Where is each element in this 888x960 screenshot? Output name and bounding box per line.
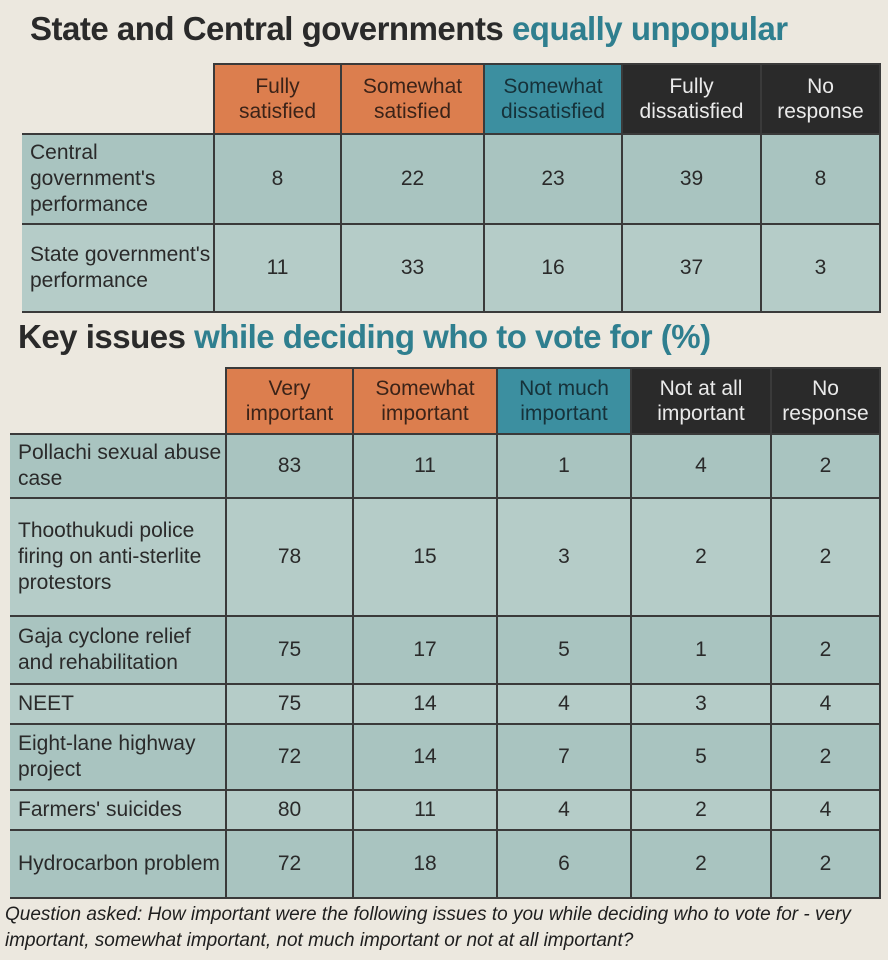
column-header-somewhat-important: Somewhat important [352, 367, 498, 435]
row-label: Eight-lane highway project [10, 723, 227, 791]
section2-title-main: Key issues [18, 318, 186, 355]
satisfaction-table: Fully satisfied Somewhat satisfied Somew… [22, 63, 881, 313]
table-row: Thoothukudi police firing on anti-sterli… [10, 497, 881, 617]
column-header-fully-satisfied: Fully satisfied [213, 63, 342, 135]
table-cell: 8 [213, 133, 342, 225]
column-header-fully-dissatisfied: Fully dissatisfied [621, 63, 762, 135]
table-cell: 80 [225, 789, 354, 831]
table-cell: 4 [770, 683, 881, 725]
row-label: Hydrocarbon problem [10, 829, 227, 899]
table-cell: 75 [225, 683, 354, 725]
section1-title-accent: equally unpopular [511, 10, 788, 47]
table-cell: 2 [630, 789, 772, 831]
table-cell: 23 [483, 133, 623, 225]
table-cell: 14 [352, 683, 498, 725]
table-cell: 83 [225, 433, 354, 499]
corner-cell [22, 64, 215, 135]
column-header-not-much-important: Not much important [496, 367, 632, 435]
table-cell: 2 [770, 433, 881, 499]
table-cell: 2 [630, 497, 772, 617]
table-cell: 4 [496, 683, 632, 725]
column-header-no-response: No response [770, 367, 881, 435]
table-cell: 2 [770, 497, 881, 617]
table-cell: 2 [770, 615, 881, 685]
column-header-somewhat-dissatisfied: Somewhat dissatisfied [483, 63, 623, 135]
table-cell: 37 [621, 223, 762, 313]
section2-title: Key issues while deciding who to vote fo… [18, 318, 711, 356]
table-cell: 72 [225, 829, 354, 899]
section2-title-accent: while deciding who to vote for (%) [194, 318, 711, 355]
section1-title-main: State and Central governments [30, 10, 504, 47]
column-header-not-at-all-important: Not at all important [630, 367, 772, 435]
table-cell: 1 [630, 615, 772, 685]
row-label: Central government's performance [22, 133, 215, 225]
table-cell: 22 [340, 133, 485, 225]
table-cell: 2 [770, 829, 881, 899]
section1-title: State and Central governments equally un… [30, 10, 788, 48]
key-issues-table: Very important Somewhat important Not mu… [10, 367, 881, 899]
table-row: Eight-lane highway project 72 14 7 5 2 [10, 723, 881, 791]
corner-cell [10, 368, 227, 435]
table-cell: 39 [621, 133, 762, 225]
row-label: NEET [10, 683, 227, 725]
column-header-very-important: Very important [225, 367, 354, 435]
table-cell: 14 [352, 723, 498, 791]
table-row: State government's performance 11 33 16 … [22, 223, 881, 313]
table-row: Pollachi sexual abuse case 83 11 1 4 2 [10, 433, 881, 499]
question-footnote: Question asked: How important were the f… [5, 904, 851, 951]
table-cell: 6 [496, 829, 632, 899]
table-cell: 15 [352, 497, 498, 617]
row-label: Thoothukudi police firing on anti-sterli… [10, 497, 227, 617]
table-cell: 2 [770, 723, 881, 791]
table-cell: 18 [352, 829, 498, 899]
table-cell: 1 [496, 433, 632, 499]
table-cell: 3 [496, 497, 632, 617]
table-cell: 11 [352, 433, 498, 499]
table-row: NEET 75 14 4 3 4 [10, 683, 881, 725]
table-row: Gaja cyclone relief and rehabilitation 7… [10, 615, 881, 685]
table-cell: 78 [225, 497, 354, 617]
table-cell: 5 [496, 615, 632, 685]
table-cell: 4 [630, 433, 772, 499]
table-cell: 11 [213, 223, 342, 313]
table-cell: 7 [496, 723, 632, 791]
table-cell: 3 [760, 223, 881, 313]
table-cell: 11 [352, 789, 498, 831]
row-label: Pollachi sexual abuse case [10, 433, 227, 499]
table-cell: 8 [760, 133, 881, 225]
table-cell: 4 [496, 789, 632, 831]
table-cell: 5 [630, 723, 772, 791]
table-row: Central government's performance 8 22 23… [22, 133, 881, 225]
table-cell: 33 [340, 223, 485, 313]
table-cell: 2 [630, 829, 772, 899]
table-row: Farmers' suicides 80 11 4 2 4 [10, 789, 881, 831]
column-header-no-response: No response [760, 63, 881, 135]
table-cell: 72 [225, 723, 354, 791]
column-header-somewhat-satisfied: Somewhat satisfied [340, 63, 485, 135]
row-label: Gaja cyclone relief and rehabilitation [10, 615, 227, 685]
row-label: State government's performance [22, 223, 215, 313]
table-cell: 17 [352, 615, 498, 685]
row-label: Farmers' suicides [10, 789, 227, 831]
table-row: Hydrocarbon problem 72 18 6 2 2 [10, 829, 881, 899]
table-cell: 75 [225, 615, 354, 685]
table-cell: 16 [483, 223, 623, 313]
table-cell: 3 [630, 683, 772, 725]
table-cell: 4 [770, 789, 881, 831]
